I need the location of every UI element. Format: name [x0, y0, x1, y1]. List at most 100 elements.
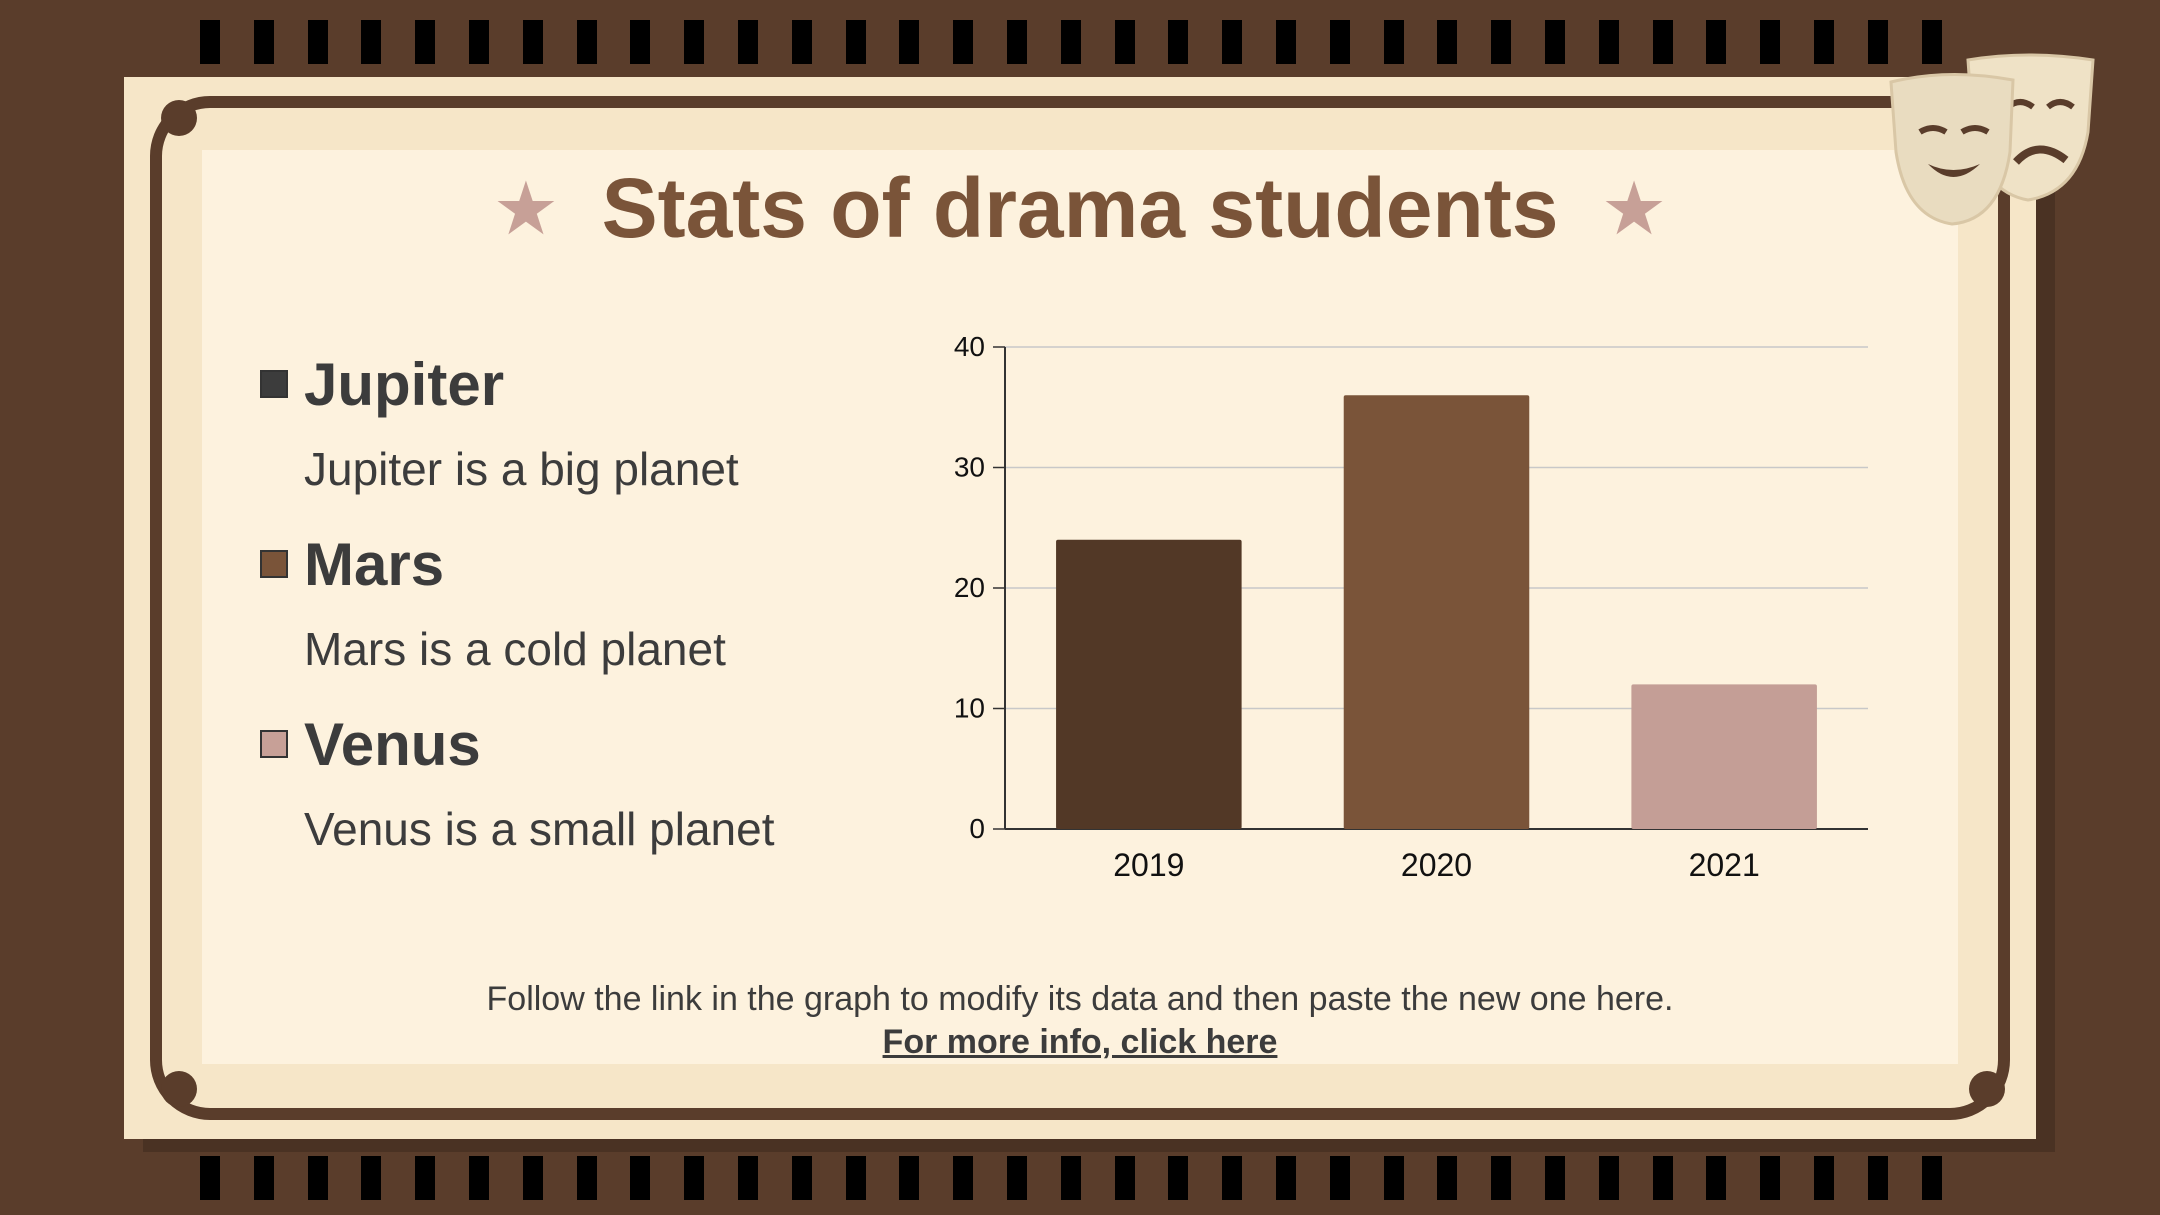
- film-hole: [1006, 20, 1027, 64]
- legend-title: Venus: [304, 711, 481, 778]
- theater-masks-icon: [1889, 53, 2095, 226]
- footer-note: Follow the link in the graph to modify i…: [486, 980, 1674, 1018]
- film-hole: [953, 1156, 974, 1200]
- bar-chart: 0 10 20 30 40 2019 2020 2021: [954, 331, 1868, 883]
- film-hole: [1329, 1156, 1350, 1200]
- film-hole: [1437, 20, 1458, 64]
- film-hole: [1813, 20, 1834, 64]
- film-hole: [415, 1156, 436, 1200]
- film-hole: [1867, 1156, 1888, 1200]
- x-tick-label: 2019: [1113, 847, 1184, 883]
- film-hole: [1921, 20, 1942, 64]
- film-hole: [1706, 1156, 1727, 1200]
- film-hole: [1437, 1156, 1458, 1200]
- film-hole: [1652, 20, 1673, 64]
- film-hole: [253, 1156, 274, 1200]
- y-tick-label: 30: [954, 452, 985, 483]
- film-strip-top: [200, 20, 1960, 64]
- film-hole: [737, 1156, 758, 1200]
- film-hole: [415, 20, 436, 64]
- film-hole: [1921, 1156, 1942, 1200]
- film-hole: [1760, 20, 1781, 64]
- film-hole: [1383, 1156, 1404, 1200]
- film-hole: [253, 20, 274, 64]
- legend-swatch: [260, 550, 288, 578]
- decorative-frame: [150, 96, 2010, 1120]
- film-hole: [1652, 1156, 1673, 1200]
- corner-dot-top-left: [161, 100, 197, 136]
- film-hole: [1222, 1156, 1243, 1200]
- film-hole: [1706, 20, 1727, 64]
- film-hole: [1060, 20, 1081, 64]
- film-hole: [576, 1156, 597, 1200]
- footer: Follow the link in the graph to modify i…: [186, 978, 1974, 1064]
- legend-item-mars: Mars Mars is a cold planet: [258, 530, 958, 710]
- film-hole: [1598, 1156, 1619, 1200]
- film-hole: [361, 1156, 382, 1200]
- film-hole: [1760, 1156, 1781, 1200]
- film-hole: [845, 20, 866, 64]
- corner-dot-bottom-right: [1969, 1071, 2005, 1107]
- film-hole: [953, 20, 974, 64]
- film-strip-bottom: [200, 1156, 1960, 1200]
- film-hole: [791, 20, 812, 64]
- film-hole: [1867, 20, 1888, 64]
- legend: Jupiter Jupiter is a big planet Mars Mar…: [258, 350, 958, 890]
- film-hole: [576, 20, 597, 64]
- film-hole: [1329, 20, 1350, 64]
- y-tick-label: 20: [954, 572, 985, 603]
- film-hole: [1491, 1156, 1512, 1200]
- bar-2019: [1056, 539, 1242, 829]
- film-hole: [1222, 20, 1243, 64]
- film-hole: [630, 20, 651, 64]
- film-hole: [1275, 1156, 1296, 1200]
- film-hole: [1060, 1156, 1081, 1200]
- film-hole: [1168, 1156, 1189, 1200]
- legend-description: Jupiter is a big planet: [304, 443, 739, 495]
- film-hole: [1544, 1156, 1565, 1200]
- x-tick-label: 2021: [1689, 847, 1760, 883]
- film-hole: [845, 1156, 866, 1200]
- film-hole: [899, 20, 920, 64]
- title-row: ★ Stats of drama students ★: [186, 160, 1974, 257]
- film-hole: [1275, 20, 1296, 64]
- legend-description: Venus is a small planet: [304, 803, 775, 855]
- film-hole: [899, 1156, 920, 1200]
- film-hole: [684, 20, 705, 64]
- legend-swatch: [260, 730, 288, 758]
- film-hole: [1114, 20, 1135, 64]
- film-hole: [522, 20, 543, 64]
- y-tick-label: 40: [954, 331, 985, 362]
- film-hole: [468, 1156, 489, 1200]
- page-title: Stats of drama students: [601, 161, 1559, 255]
- more-info-link[interactable]: For more info, click here: [882, 1023, 1278, 1061]
- film-hole: [737, 20, 758, 64]
- y-tick-label: 10: [954, 693, 985, 724]
- film-hole: [522, 1156, 543, 1200]
- legend-item-venus: Venus Venus is a small planet: [258, 710, 958, 890]
- film-hole: [1168, 20, 1189, 64]
- film-hole: [1491, 20, 1512, 64]
- film-hole: [1006, 1156, 1027, 1200]
- film-hole: [200, 1156, 220, 1200]
- corner-dot-bottom-left: [161, 1071, 197, 1107]
- film-hole: [1383, 20, 1404, 64]
- film-hole: [684, 1156, 705, 1200]
- bar-2020: [1343, 395, 1530, 829]
- film-hole: [468, 20, 489, 64]
- film-hole: [307, 1156, 328, 1200]
- film-hole: [1813, 1156, 1834, 1200]
- x-tick-label: 2020: [1401, 847, 1472, 883]
- film-hole: [1114, 1156, 1135, 1200]
- y-tick-label: 0: [969, 813, 985, 844]
- film-hole: [200, 20, 220, 64]
- film-hole: [361, 20, 382, 64]
- film-hole: [1544, 20, 1565, 64]
- legend-title: Mars: [304, 531, 445, 598]
- film-hole: [630, 1156, 651, 1200]
- star-icon: ★: [1600, 166, 1668, 250]
- film-hole: [791, 1156, 812, 1200]
- star-icon: ★: [492, 166, 560, 250]
- legend-swatch: [260, 370, 288, 398]
- legend-item-jupiter: Jupiter Jupiter is a big planet: [258, 350, 958, 530]
